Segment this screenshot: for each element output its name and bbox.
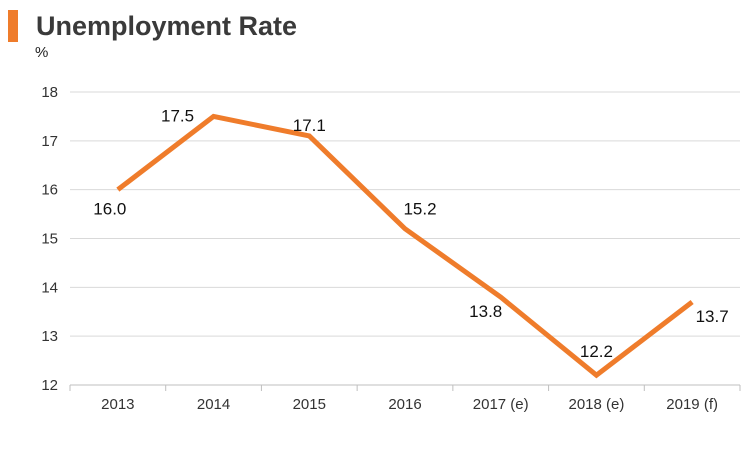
data-label: 12.2 [580,342,613,361]
y-tick-label: 12 [41,377,58,394]
y-tick-label: 16 [41,182,58,199]
series-line [116,113,694,379]
series-group [116,113,694,379]
data-labels: 16.0 17.5 17.1 15.2 13.8 12.2 13.7 [93,106,728,361]
data-label: 16.0 [93,200,126,219]
x-tick-label: 2017 (e) [473,396,529,413]
x-tick-label: 2013 [101,396,134,413]
data-label: 17.5 [161,106,194,125]
x-tick-label: 2014 [197,396,230,413]
y-tick-label: 13 [41,328,58,345]
y-axis-ticks: 12 13 14 15 16 17 18 [41,84,58,394]
y-tick-label: 17 [41,133,58,150]
y-tick-label: 15 [41,231,58,248]
x-tick-label: 2016 [388,396,421,413]
title-accent-bar [8,10,18,42]
y-tick-label: 18 [41,84,58,101]
y-tick-label: 14 [41,279,58,296]
data-label: 15.2 [403,200,436,219]
data-label: 13.7 [696,307,729,326]
data-label: 17.1 [293,116,326,135]
x-tick-label: 2015 [293,396,326,413]
x-tick-label: 2019 (f) [666,396,718,413]
x-tick-label: 2018 (e) [568,396,624,413]
data-label: 13.8 [469,302,502,321]
x-axis-ticks: 2013 2014 2015 2016 2017 (e) 2018 (e) 2019 (f) [69,385,741,413]
chart-title: Unemployment Rate [36,11,298,41]
y-axis-unit: % [35,44,49,61]
